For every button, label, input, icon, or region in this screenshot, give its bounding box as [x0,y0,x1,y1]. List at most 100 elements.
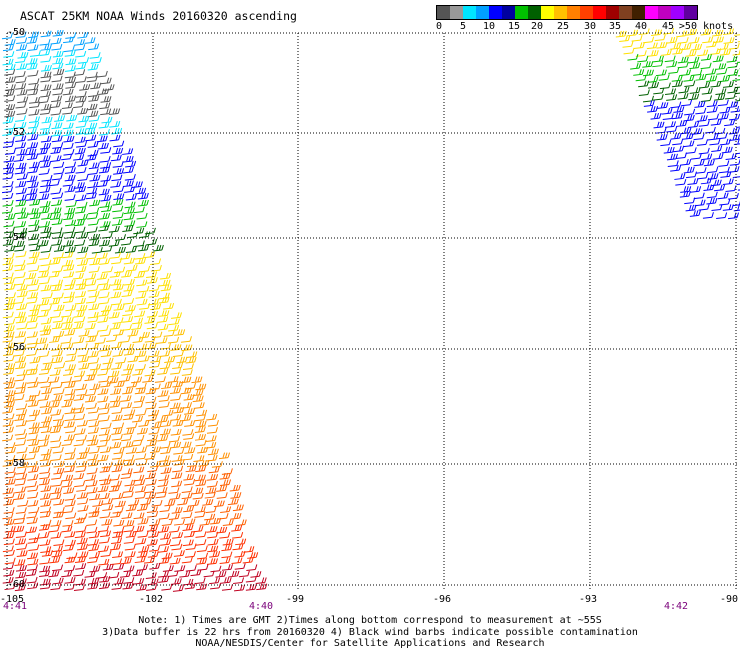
wind-barb [41,416,53,423]
barb-shaft [3,503,13,506]
wind-barb [2,180,14,188]
barb-feather [121,350,124,356]
barb-feather [130,551,134,557]
wind-barb [132,336,144,344]
barb-feather [59,520,62,526]
barb-feather [23,311,26,317]
barb-shaft [185,361,195,364]
barb-shaft [73,315,83,318]
barb-feather [11,311,14,317]
barb-shaft [63,373,73,376]
wind-barb [61,439,73,446]
barb-feather [104,224,107,231]
barb-feather [187,492,191,498]
barb-feather [24,420,27,426]
barb-feather [128,413,132,419]
barb-shaft [205,492,215,495]
wind-barb [205,441,217,449]
barb-shaft [27,541,37,544]
barb-feather [10,478,14,484]
barb-feather [23,83,27,89]
barb-feather [94,162,98,168]
barb-feather [32,517,36,523]
wind-barb [40,44,52,51]
barb-feather [34,109,38,115]
barb-feather [61,161,65,167]
barb-feather [72,226,76,233]
barb-shaft [177,503,187,506]
barb-feather [70,185,74,192]
wind-barb [36,337,48,345]
barb-feather [166,576,170,582]
wind-barb [92,500,104,507]
barb-feather [56,50,59,57]
barb-feather [73,65,76,71]
barb-feather [31,439,35,445]
barb-feather [98,383,101,389]
wind-barb [112,492,124,500]
barb-feather [150,539,153,545]
barb-feather [7,518,10,525]
wind-barb [98,88,110,96]
barb-shaft [114,238,125,241]
wind-barb [64,531,76,538]
wind-barb [39,325,51,332]
barb-shaft [64,333,74,336]
wind-barb [75,525,87,533]
wind-barb [3,277,15,285]
barb-shaft [65,86,75,89]
wind-barb [96,70,108,78]
barb-feather [71,506,74,512]
barb-feather [86,57,90,63]
barb-feather [188,578,191,585]
wind-barb [27,208,39,215]
barb-shaft [14,119,25,122]
barb-feather [106,278,110,284]
barb-feather [12,355,15,361]
wind-barb [40,485,52,492]
barb-shaft [51,354,61,357]
barb-feather [82,394,85,400]
barb-shaft [40,95,50,98]
barb-feather [83,107,86,114]
barb-shaft [87,186,97,189]
barb-feather [112,108,116,114]
barb-feather [192,394,195,400]
barb-feather [83,531,86,537]
wind-barb [16,409,28,416]
wind-barb [40,426,52,434]
barb-feather [73,494,76,500]
barb-shaft [64,581,74,584]
barb-feather [96,82,99,88]
wind-barb [232,543,244,551]
barb-feather [47,407,50,414]
barb-feather [49,30,52,36]
barb-shaft [16,93,26,96]
barb-feather [59,460,63,467]
barb-feather [165,362,169,368]
barb-feather [128,486,132,492]
barb-shaft [207,543,217,546]
barb-feather [21,142,24,148]
barb-feather [121,578,125,584]
barb-feather [70,388,74,395]
barb-feather [100,273,103,279]
wind-barb [151,499,163,507]
barb-feather [48,493,51,499]
barb-feather [82,304,85,311]
barb-feather [81,556,84,562]
barb-shaft [98,244,109,247]
wind-barb [49,101,61,109]
barb-feather [11,167,15,173]
barb-feather [45,478,48,485]
barb-feather [36,400,39,406]
wind-barb [49,298,61,305]
barb-shaft [202,503,212,506]
wind-barb [37,440,49,448]
barb-feather [44,416,48,422]
barb-feather [138,317,141,323]
barb-feather [7,325,10,331]
wind-barb [3,136,15,144]
barb-shaft [87,431,98,434]
barb-shaft [113,524,123,527]
